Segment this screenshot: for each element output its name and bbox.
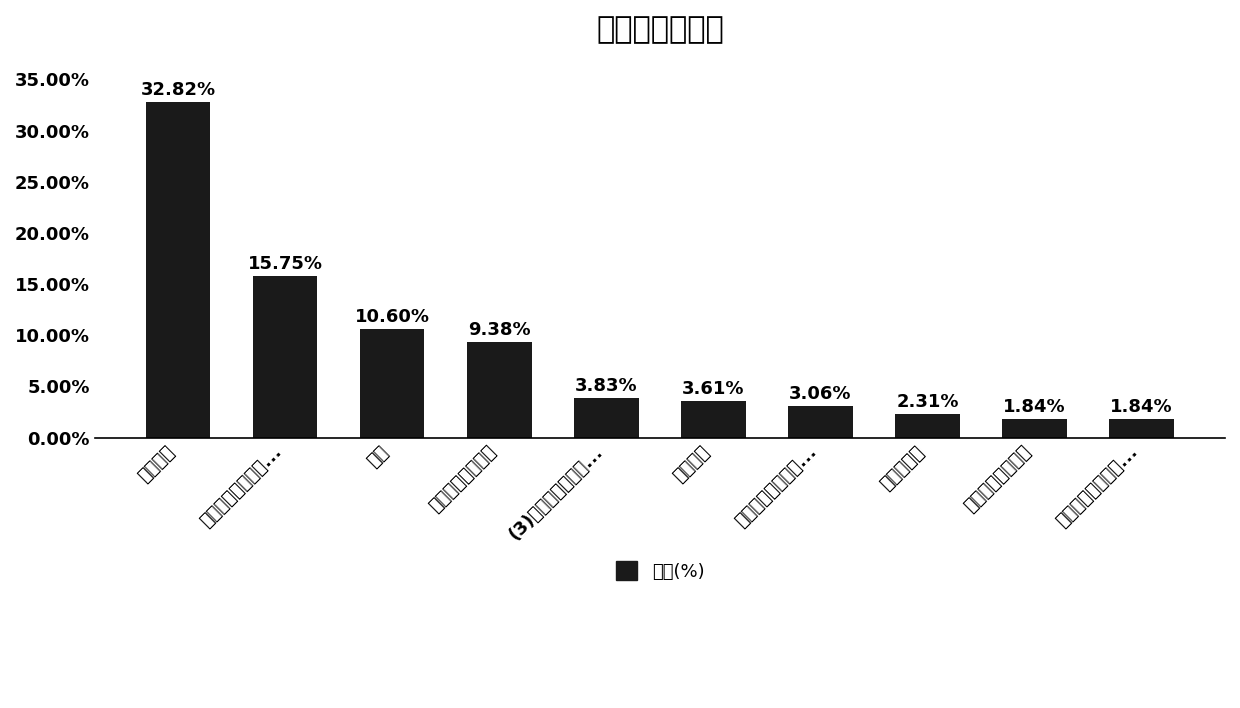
Text: 9.38%: 9.38% (467, 321, 531, 338)
Bar (467, 342, 532, 438)
Bar (789, 406, 853, 438)
Bar (574, 399, 639, 438)
Text: 3.61%: 3.61% (682, 379, 745, 398)
Text: 32.82%: 32.82% (141, 81, 216, 98)
Bar (361, 329, 424, 438)
Text: 3.06%: 3.06% (789, 385, 852, 404)
Title: 行业用户数占比: 行业用户数占比 (596, 15, 724, 44)
Text: 10.60%: 10.60% (355, 308, 430, 326)
Text: 15.75%: 15.75% (248, 256, 322, 273)
Text: 2.31%: 2.31% (897, 393, 959, 411)
Text: 1.84%: 1.84% (1003, 398, 1066, 416)
Bar (681, 401, 745, 438)
Bar (253, 276, 317, 438)
Bar (895, 414, 960, 438)
Bar (146, 102, 211, 438)
Text: 3.83%: 3.83% (575, 377, 637, 395)
Legend: 占比(%): 占比(%) (609, 554, 712, 588)
Text: 1.84%: 1.84% (1110, 398, 1173, 416)
Bar (1002, 419, 1066, 438)
Bar (1110, 419, 1173, 438)
